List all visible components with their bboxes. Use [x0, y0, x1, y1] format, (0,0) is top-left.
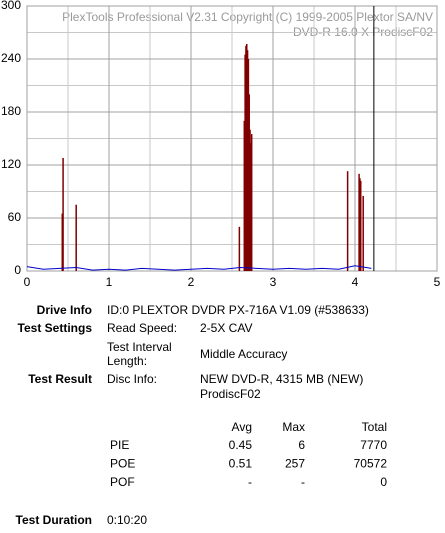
- line: [26, 265, 372, 271]
- label: Read Speed:: [107, 321, 177, 335]
- value: Middle Accuracy: [200, 347, 287, 361]
- bar: [362, 195, 364, 271]
- bar: [249, 129, 251, 271]
- bar: [358, 173, 360, 271]
- bar: [246, 50, 249, 271]
- table-cell: -: [301, 475, 305, 489]
- table-cell: 257: [285, 457, 305, 471]
- value: NEW DVD-R, 4315 MB (NEW): [200, 372, 363, 386]
- bar: [244, 54, 246, 272]
- table-cell: 6: [298, 438, 305, 452]
- y-tick-label: 180: [1, 104, 21, 118]
- table-cell: 0: [380, 475, 387, 489]
- bar: [359, 178, 361, 271]
- table-cell: 0.51: [229, 457, 253, 471]
- x-tick-label: 5: [434, 275, 441, 289]
- table-row-label: POF: [110, 475, 135, 489]
- bar: [247, 59, 250, 271]
- table-cell: -: [248, 475, 252, 489]
- table-row-label: POE: [110, 457, 135, 471]
- value: ID:0 PLEXTOR DVDR PX-716A V1.09 (#538633…: [107, 303, 369, 317]
- table-row-label: PIE: [110, 438, 129, 452]
- table-cell: 7770: [360, 438, 387, 452]
- x-tick-label: 2: [188, 275, 195, 289]
- table-cell: 70572: [354, 457, 388, 471]
- bar: [246, 43, 248, 271]
- table-header: Avg: [232, 420, 252, 434]
- bar: [250, 134, 253, 271]
- bar: [62, 157, 64, 271]
- x-tick-label: 3: [270, 275, 277, 289]
- y-tick-label: 60: [8, 210, 22, 224]
- label: Drive Info: [37, 303, 92, 317]
- bar: [359, 180, 362, 271]
- bar: [346, 171, 349, 271]
- bar: [75, 204, 77, 271]
- y-tick-label: 240: [1, 51, 21, 65]
- label: Test Settings: [18, 321, 93, 335]
- y-tick-label: 0: [14, 263, 21, 277]
- value: 2-5X CAV: [200, 321, 252, 335]
- label: Disc Info:: [107, 372, 157, 386]
- bar: [243, 120, 246, 271]
- label: Test Duration: [16, 513, 92, 527]
- table-header: Total: [362, 420, 387, 434]
- bar: [245, 45, 247, 271]
- label: Test Interval: [107, 340, 172, 354]
- bar: [61, 213, 64, 271]
- bar: [248, 94, 250, 271]
- bar: [250, 142, 252, 271]
- label: Test Result: [28, 372, 92, 386]
- x-tick-label: 0: [24, 275, 31, 289]
- value: 0:10:20: [107, 513, 147, 527]
- value: ProdiscF02: [200, 387, 261, 401]
- x-tick-label: 1: [106, 275, 113, 289]
- y-tick-label: 300: [1, 0, 21, 12]
- x-tick-label: 4: [352, 275, 359, 289]
- y-tick-label: 120: [1, 157, 21, 171]
- table-header: Max: [282, 420, 305, 434]
- label: Length:: [107, 354, 147, 368]
- header-line: PlexTools Professional V2.31 Copyright (…: [62, 10, 433, 24]
- bar: [238, 226, 241, 271]
- table-cell: 0.45: [229, 438, 253, 452]
